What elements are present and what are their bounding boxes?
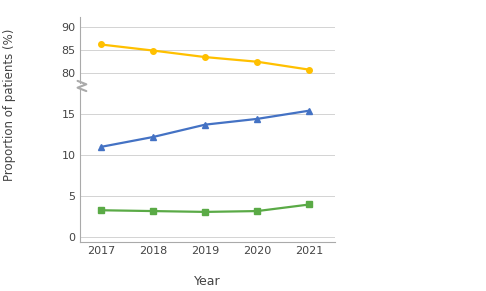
Text: Proportion of patients (%): Proportion of patients (%) [3, 29, 16, 181]
Text: Year: Year [194, 275, 221, 288]
